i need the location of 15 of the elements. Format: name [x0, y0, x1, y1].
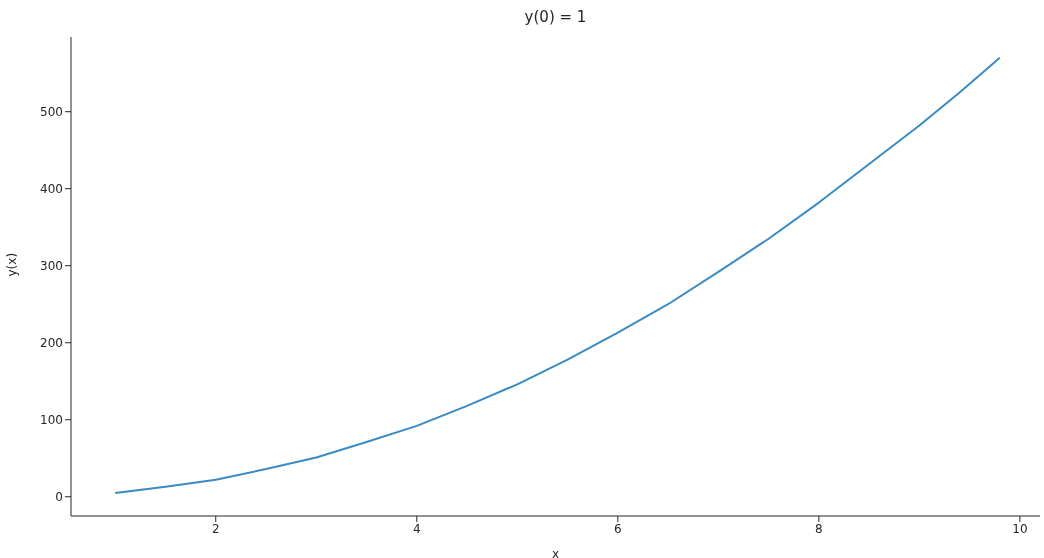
x-tick-label: 6: [614, 521, 622, 536]
y-tick-label: 300: [40, 258, 63, 273]
y-tick-label: 400: [40, 181, 63, 196]
x-tick-label: 2: [211, 521, 220, 536]
x-tick-label: 10: [1012, 521, 1028, 536]
x-tick-label: 4: [412, 521, 421, 536]
y-tick-label: 200: [40, 335, 63, 350]
x-tick-label: 8: [815, 521, 823, 536]
y-tick-label: 0: [55, 490, 63, 505]
y-axis-title: y(x): [5, 252, 20, 277]
y-tick-label: 100: [40, 413, 63, 427]
line-series: [114, 56, 1001, 494]
x-axis-title: x: [551, 547, 560, 558]
chart-title: y(0) = 1: [523, 8, 588, 26]
y-tick-label: 500: [40, 104, 63, 119]
